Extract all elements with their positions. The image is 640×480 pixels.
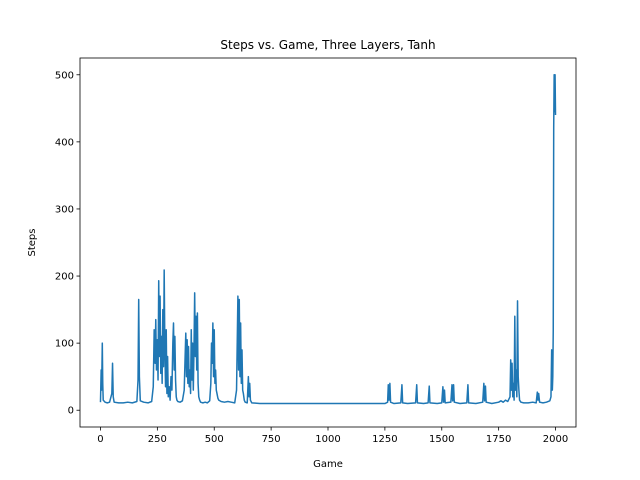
x-tick-label: 500: [205, 434, 224, 445]
y-tick-label: 100: [55, 339, 74, 350]
chart-title: Steps vs. Game, Three Layers, Tanh: [220, 38, 435, 52]
x-tick-label: 1750: [486, 434, 511, 445]
series-group: [99, 74, 557, 405]
x-axis-label: Game: [313, 459, 343, 470]
y-axis-label: Steps: [27, 229, 38, 257]
x-tick-label: 750: [262, 434, 281, 445]
x-tick-label: 0: [97, 434, 103, 445]
y-tick-label: 200: [55, 272, 74, 283]
x-tick-label: 250: [148, 434, 167, 445]
y-tick-label: 500: [55, 70, 74, 81]
x-tick-label: 2000: [543, 434, 568, 445]
y-axis-ticks: 0 100 200 300 400 500: [55, 70, 80, 417]
x-axis-ticks: 0 250 500 750 1000 1250 1500 1750 2000: [97, 427, 568, 445]
x-tick-label: 1000: [315, 434, 340, 445]
x-tick-label: 1500: [429, 434, 454, 445]
y-tick-label: 300: [55, 204, 74, 215]
y-tick-label: 0: [68, 406, 74, 417]
x-tick-label: 1250: [372, 434, 397, 445]
series-line-1: [99, 74, 557, 405]
y-tick-label: 400: [55, 137, 74, 148]
